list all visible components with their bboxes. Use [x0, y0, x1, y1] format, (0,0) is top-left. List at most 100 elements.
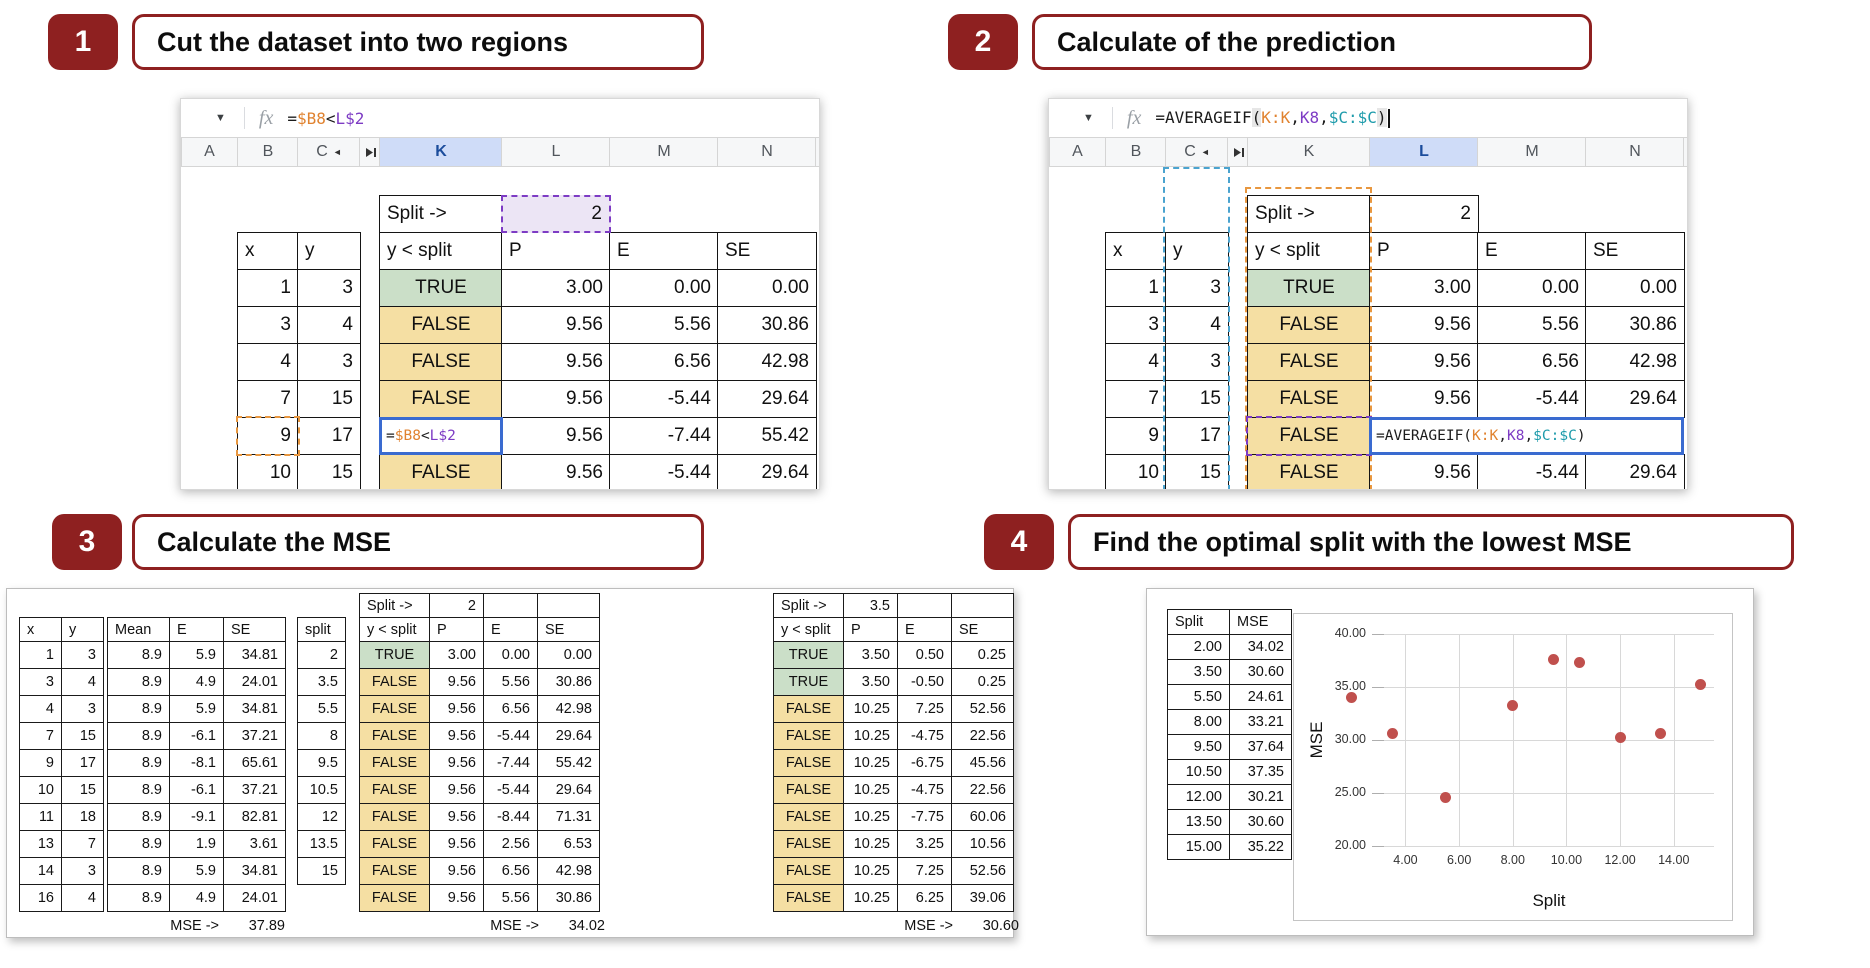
fx-icon: fx [1126, 106, 1142, 129]
split2-table-cell: -5.44 [483, 776, 538, 804]
y-tick-label: 35.00 [1334, 679, 1366, 693]
formula-token: L$2 [429, 428, 456, 444]
split35-table-header: y < split [773, 617, 844, 642]
table-header-cell: y [1165, 232, 1229, 270]
cell-x: 7 [1105, 380, 1167, 418]
column-header-row: A B C ◄ K L M N [181, 137, 819, 167]
split-candidates-header: split [297, 617, 346, 642]
mean-table-cell: 24.01 [223, 884, 286, 912]
split35-table-cell: 7.25 [897, 695, 952, 723]
xy-table-cell: 1 [19, 641, 62, 669]
cell-condition: FALSE [379, 454, 503, 489]
formula-token: , [1498, 428, 1507, 444]
split35-table-header: SE [951, 617, 1014, 642]
split2-table-cell: 6.56 [483, 695, 538, 723]
formula-token: K:K [1261, 108, 1291, 127]
split-candidates-cell: 10.5 [297, 776, 346, 804]
split2-table-cell: 9.56 [429, 695, 484, 723]
split35-table-cell: 6.25 [897, 884, 952, 912]
split35-table-cell: FALSE [773, 803, 844, 831]
step2-title: Calculate of the prediction [1032, 14, 1592, 70]
split-candidates-cell: 15 [297, 857, 346, 885]
split35-table-split-value: 3.5 [843, 593, 898, 618]
cell-y: 15 [1165, 380, 1229, 418]
y-tick-label: 40.00 [1334, 626, 1366, 640]
cell-se: 0.00 [717, 269, 817, 307]
mean-table-cell: 8.9 [107, 668, 170, 696]
split2-table-cell: FALSE [359, 830, 430, 858]
table-header-cell: E [609, 232, 719, 270]
cell-p: 9.56 [501, 454, 611, 489]
cell-e: 5.56 [609, 306, 719, 344]
data-point [1507, 700, 1519, 712]
mean-table-cell: 24.01 [223, 668, 286, 696]
splitmse-header: MSE [1229, 609, 1292, 635]
column-header-sliver [815, 137, 819, 167]
data-point [1386, 728, 1398, 740]
split2-table-split-value: 2 [429, 593, 484, 618]
cell-se: 29.64 [717, 454, 817, 489]
column-header-M: M [1477, 137, 1587, 167]
split35-table-cell: 45.56 [951, 749, 1014, 777]
sheet-grid: Split -> 2 x y y < split P E SE 1 3 TRUE 3.00 0.00 0.… [1049, 99, 1687, 489]
mean-table-cell: 8.9 [107, 722, 170, 750]
sheet-grid: Split -> 2 x y y < split P E SE 1 3 TRUE 3.00 0.00 0.… [181, 99, 819, 489]
split2-table-header: E [483, 617, 538, 642]
split35-table-cell: -6.75 [897, 749, 952, 777]
formula-token: K:K [1472, 428, 1499, 444]
split35-table-cell: 10.25 [843, 857, 898, 885]
xy-table-cell: 10 [19, 776, 62, 804]
splitmse-cell: 9.50 [1167, 734, 1230, 760]
split-candidates-cell: 13.5 [297, 830, 346, 858]
mean-table-cell: 37.21 [223, 776, 286, 804]
x-tick-label: 4.00 [1393, 853, 1418, 867]
y-tick-label: 30.00 [1334, 732, 1366, 746]
data-point [1695, 679, 1707, 691]
formula-token: $C:$C [1328, 108, 1377, 127]
optimal-split-panel: 4.00 6.00 8.00 10.00 12.00 14.00 20.00 25.00 30.… [1146, 588, 1754, 936]
cell-x: 9 [1105, 417, 1167, 455]
formula-token: , [1524, 428, 1534, 444]
cell-y: 15 [1165, 454, 1229, 489]
split2-table-cell: 6.53 [537, 830, 600, 858]
cell-p: 9.56 [501, 306, 611, 344]
cell-condition: FALSE [1247, 454, 1371, 489]
xy-table-cell: 15 [61, 776, 104, 804]
cell-e: 0.00 [609, 269, 719, 307]
mean-table-cell: 34.81 [223, 857, 286, 885]
split2-table-header: y < split [359, 617, 430, 642]
y-tick-label: 25.00 [1334, 785, 1366, 799]
cell-e: 6.56 [1477, 343, 1587, 381]
cell-x: 1 [237, 269, 299, 307]
step3-badge: 3 [52, 514, 122, 570]
split2-table-cell: 5.56 [483, 668, 538, 696]
splitmse-cell: 15.00 [1167, 834, 1230, 860]
splitmse-cell: 37.35 [1229, 759, 1292, 785]
splitmse-cell: 30.21 [1229, 784, 1292, 810]
splitmse-cell: 30.60 [1229, 809, 1292, 835]
cell-e: -5.44 [1477, 380, 1587, 418]
split35-table-cell: 10.25 [843, 749, 898, 777]
split35-table-cell: FALSE [773, 722, 844, 750]
cell-condition: FALSE [379, 343, 503, 381]
cell-condition: TRUE [1247, 269, 1371, 307]
xy-table-cell: 4 [61, 884, 104, 912]
cell-condition: FALSE [1247, 306, 1371, 344]
splitmse-cell: 30.60 [1229, 659, 1292, 685]
mean-table-cell: 3.61 [223, 830, 286, 858]
formula-token: = [386, 428, 395, 444]
split2-table-cell: -7.44 [483, 749, 538, 777]
data-point [1346, 691, 1358, 703]
xy-table-cell: 14 [19, 857, 62, 885]
table-header-cell: x [1105, 232, 1167, 270]
cell-x: 4 [1105, 343, 1167, 381]
column-header-A: A [1049, 137, 1106, 167]
y-axis-label: MSE [1307, 721, 1326, 759]
split2-table-cell: 9.56 [429, 722, 484, 750]
mean-table-cell: 65.61 [223, 749, 286, 777]
split2-table-cell: 9.56 [429, 857, 484, 885]
cell-p: 9.56 [1369, 454, 1479, 489]
split2-table-cell: 2.56 [483, 830, 538, 858]
formula-token: K8 [1299, 108, 1320, 127]
split-candidates-cell: 3.5 [297, 668, 346, 696]
